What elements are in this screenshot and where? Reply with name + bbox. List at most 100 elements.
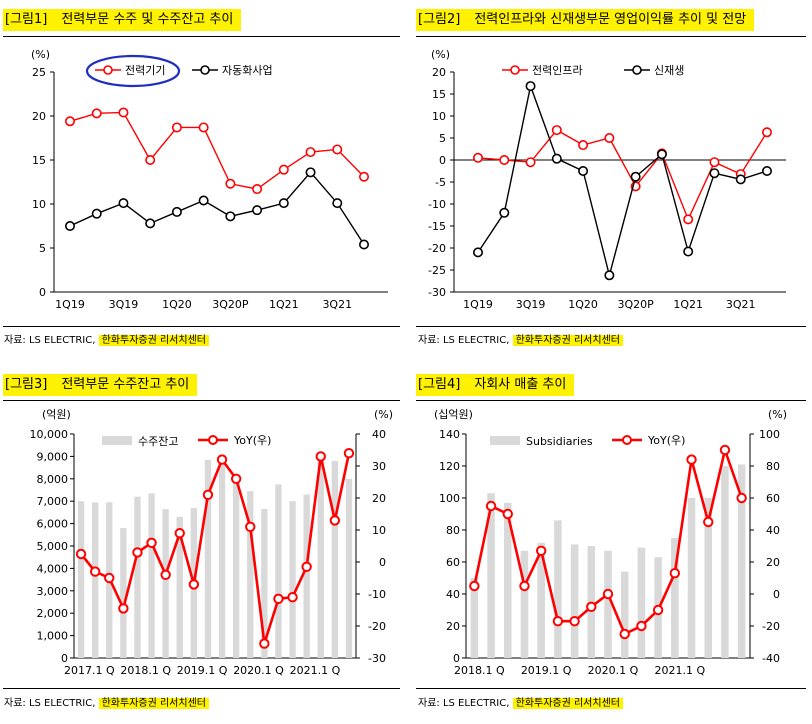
yoy-point — [602, 588, 614, 600]
yoy-line — [80, 452, 351, 644]
source-prefix: 자료: LS ELECTRIC, — [4, 335, 99, 346]
x-tick-label: 1Q20 — [568, 298, 598, 311]
legend-bar-label: Subsidiaries — [526, 435, 593, 448]
y-right-tick-label: 20 — [372, 492, 386, 505]
yoy-point — [586, 601, 597, 613]
title-underline — [3, 400, 400, 401]
data-point — [332, 144, 343, 155]
legend-marker — [200, 65, 210, 75]
source-note: 자료: LS ELECTRIC, 한화투자증권 리서치센터 — [418, 695, 623, 713]
yoy-point — [736, 492, 747, 504]
legend-bar-swatch — [102, 436, 132, 445]
data-point — [551, 153, 562, 164]
x-tick-label: 3Q20P — [212, 298, 249, 311]
panel-title: [그림4] 자회사 매출 추이 — [416, 374, 575, 396]
y-right-tick-label: -10 — [368, 588, 386, 601]
yoy-point — [146, 537, 157, 549]
data-point — [525, 81, 536, 92]
data-point — [145, 155, 156, 166]
y-tick-label: 5 — [439, 132, 446, 145]
bar — [289, 501, 296, 658]
panel-title: [그림2] 전력인프라와 신재생부문 영업이익률 추이 및 전망 — [416, 9, 755, 31]
data-point — [630, 171, 641, 182]
bar — [303, 494, 310, 658]
y-right-tick-label: -20 — [368, 620, 386, 633]
bar — [275, 484, 282, 658]
bar — [120, 528, 127, 658]
y-right-tick-label: 60 — [766, 492, 780, 505]
legend-label: 전력기기 — [125, 64, 165, 77]
source-prefix: 자료: LS ELECTRIC, — [418, 335, 513, 346]
data-point — [65, 221, 76, 232]
y-left-tick-label: 9,000 — [37, 450, 69, 463]
y-left-tick-label: 120 — [439, 460, 460, 473]
bar — [91, 502, 99, 658]
source-note: 자료: LS ELECTRIC, 한화투자증권 리서치센터 — [4, 695, 209, 713]
y-right-tick-label: 100 — [759, 428, 780, 441]
yoy-point — [502, 508, 513, 520]
chart-4: (십억원) (%) 0 20 40 60 80 100 120 140 -40 -20 0 20 40 60 8… — [434, 408, 787, 677]
source-note: 자료: LS ELECTRIC, 한화투자증권 리서치센터 — [4, 332, 209, 350]
y-right-tick-label: -30 — [368, 652, 386, 665]
y-right-tick-label: 40 — [766, 524, 780, 537]
y-axis-label: (%) — [31, 48, 50, 61]
yoy-point — [245, 521, 256, 533]
panel-1: [그림1] 전력부문 수주 및 수주잔고 추이 (%) 0 5 10 15 20 25 1Q19… — [0, 0, 406, 362]
y-tick-label: 20 — [32, 110, 46, 123]
legend-marker — [632, 65, 642, 75]
legend-marker — [208, 435, 218, 445]
data-point — [225, 211, 236, 222]
title-underline — [3, 36, 400, 37]
data-point — [252, 205, 263, 216]
yoy-point — [216, 454, 228, 465]
data-point — [604, 133, 615, 144]
bar — [704, 498, 712, 658]
source-highlight: 한화투자증권 리서치센터 — [512, 335, 623, 346]
y-tick-label: 20 — [432, 66, 446, 79]
yoy-point — [636, 620, 647, 632]
y-tick-label: 15 — [32, 154, 46, 167]
bar — [345, 478, 353, 658]
figure-number: [그림2] — [418, 12, 461, 27]
yoy-point — [569, 616, 580, 627]
panel-4: [그림4] 자회사 매출 추이 (십억원) (%) 0 20 40 60 80 100 120 14… — [406, 362, 812, 724]
data-point — [171, 122, 182, 133]
y-left-axis-label: (억원) — [42, 408, 71, 421]
panel-2: [그림2] 전력인프라와 신재생부문 영업이익률 추이 및 전망 (%) -30 -2… — [406, 0, 812, 362]
y-left-tick-label: 1,000 — [37, 630, 69, 643]
source-note: 자료: LS ELECTRIC, 한화투자증권 리서치센터 — [418, 332, 623, 350]
y-left-tick-label: 8,000 — [37, 473, 69, 486]
y-left-tick-label: 10,000 — [30, 428, 69, 441]
y-left-tick-label: 6,000 — [37, 518, 69, 531]
yoy-point — [89, 566, 101, 577]
yoy-point — [132, 547, 143, 558]
legend-line-label: YoY(우) — [647, 434, 685, 447]
y-right-tick-label: -40 — [762, 652, 780, 665]
yoy-point — [118, 603, 129, 614]
bar — [487, 493, 495, 658]
x-tick-label: 2018.1 Q — [120, 664, 171, 677]
y-right-tick-label: -20 — [762, 620, 780, 633]
y-left-tick-label: 0 — [61, 652, 68, 665]
yoy-point — [315, 451, 326, 462]
data-point — [761, 166, 772, 177]
data-point — [473, 247, 484, 258]
legend-marker — [622, 435, 632, 445]
x-tick-label: 3Q20P — [617, 298, 654, 311]
bar — [520, 550, 529, 658]
yoy-point — [669, 568, 681, 579]
legend-label: 신재생 — [654, 64, 684, 77]
y-left-tick-label: 140 — [439, 428, 460, 441]
y-left-tick-label: 5,000 — [37, 540, 69, 553]
figure-number: [그림4] — [418, 377, 461, 392]
x-tick-label: 2019.1 Q — [521, 664, 572, 677]
chart-3: (억원) (%) 0 1,000 2,000 3,000 4,000 5,000 6,000 7,… — [30, 408, 394, 677]
yoy-point — [174, 528, 185, 539]
data-point — [578, 140, 589, 151]
figure-title: 자회사 매출 추이 — [474, 377, 567, 392]
data-point — [278, 198, 289, 209]
bar — [620, 571, 629, 658]
data-point — [761, 127, 772, 138]
y-tick-label: 10 — [432, 110, 446, 123]
y-tick-label: 0 — [439, 154, 446, 167]
